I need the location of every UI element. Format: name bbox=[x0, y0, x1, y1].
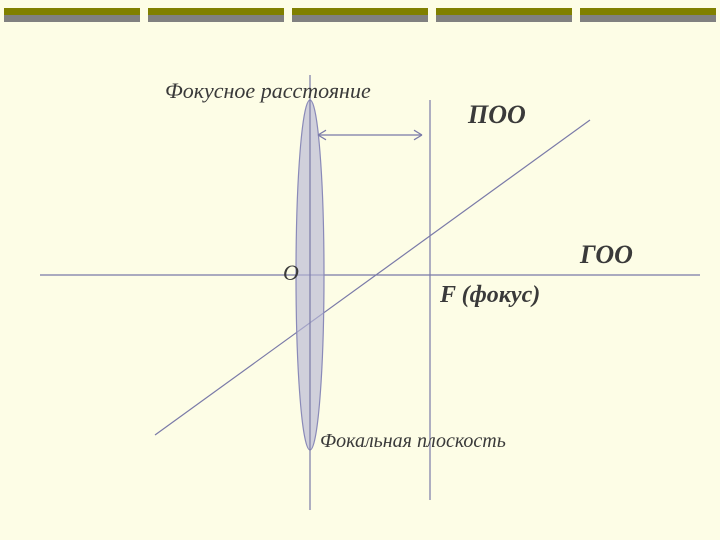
focal-length-arrow bbox=[318, 130, 422, 140]
label-goo: ГОО bbox=[580, 240, 633, 270]
label-focus-f: F (фокус) bbox=[440, 282, 540, 309]
oblique-ray bbox=[155, 120, 590, 435]
label-focal-length-title: Фокусное расстояние bbox=[165, 78, 371, 104]
label-focal-plane: Фокальная плоскость bbox=[320, 430, 506, 453]
label-poo: ПОО bbox=[468, 100, 526, 130]
label-optical-center-o: О bbox=[283, 260, 299, 286]
